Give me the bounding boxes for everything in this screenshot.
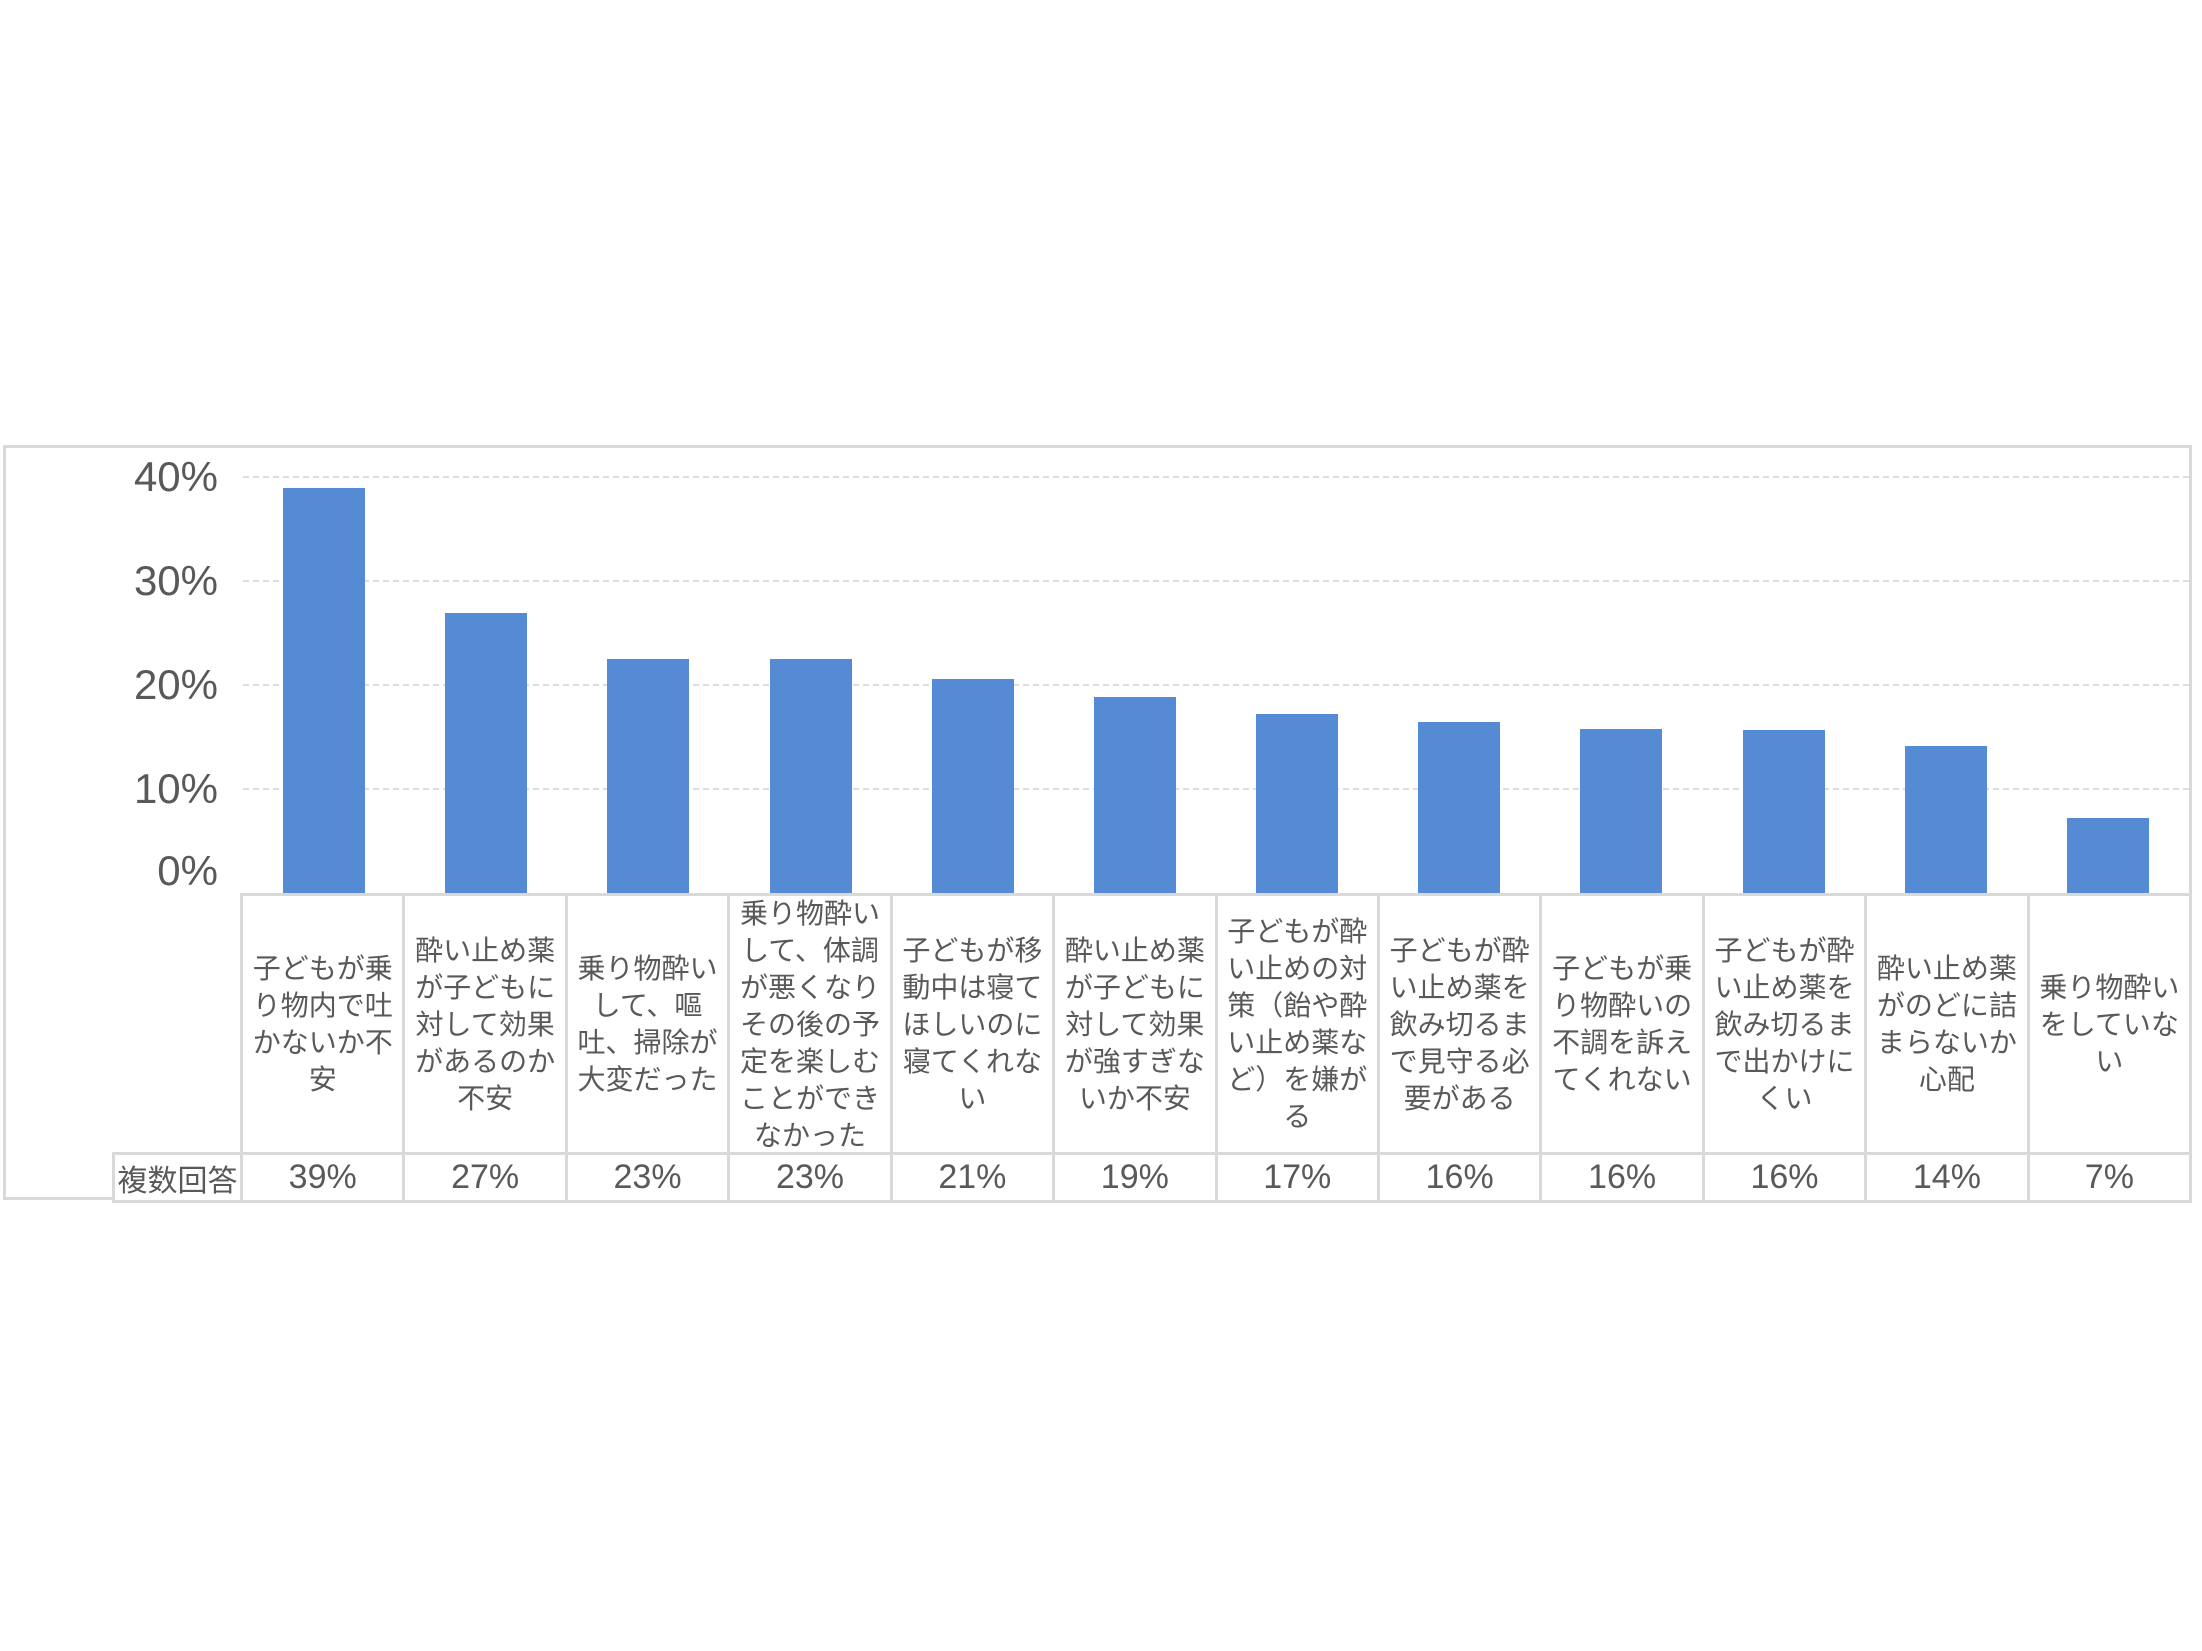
value-cell: 39% [240,1155,402,1200]
y-axis-tick-label: 40% [133,453,218,500]
y-axis-tick-label: 20% [133,661,218,708]
data-table-value-row: 複数回答 39% 27% 23% 23% 21% 19% 17% 16% 16% 16% 14% 7% [112,1152,2192,1203]
category-label-cell: 乗り物酔いして、体調が悪くなりその後の予定を楽しむことができなかった [727,896,889,1152]
bar [1904,746,1987,893]
category-label-cell: 子どもが移動中は寝てほしいのに寝てくれない [889,896,1052,1152]
category-label-cell: 乗り物酔いをしていない [2026,896,2189,1152]
category-label-cell: 子どもが酔い止め薬を飲み切るまで見守る必要がある [1376,896,1539,1152]
category-label-cell: 酔い止め薬がのどに詰まらないか心配 [1864,896,2026,1152]
bar [2066,818,2149,893]
gridline [243,476,2189,478]
category-label-cell: 子どもが酔い止め薬を飲み切るまで出かけにくい [1701,896,1864,1152]
bar [1256,714,1339,893]
category-label-cell: 酔い止め薬が子どもに対して効果があるのか不安 [402,896,564,1152]
gridline [243,684,2189,686]
category-label-cell: 乗り物酔いして、嘔吐、掃除が大変だった [564,896,727,1152]
bar [1093,697,1176,893]
value-cell: 23% [564,1155,727,1200]
category-label-cell: 子どもが乗り物内で吐かないか不安 [252,953,393,1095]
bar [769,659,852,893]
value-cell: 17% [1214,1155,1377,1200]
y-axis-tick-label: 30% [133,557,218,604]
value-cell: 21% [889,1155,1052,1200]
value-cell: 27% [402,1155,564,1200]
bar [607,659,690,893]
category-label-cell: 子どもが乗り物酔いの不調を訴えてくれない [1539,896,1701,1152]
value-cell: 16% [1701,1155,1864,1200]
bar [1742,729,1825,893]
category-label-cell: 酔い止め薬が子どもに対して効果が強すぎないか不安 [1052,896,1214,1152]
value-cell: 16% [1539,1155,1701,1200]
value-cell: 16% [1376,1155,1539,1200]
bar [931,678,1014,893]
bar [1580,728,1663,893]
value-cell: 14% [1864,1155,2026,1200]
category-label-row: 子どもが乗り物内で吐かないか不安 酔い止め薬が子どもに対して効果があるのか不安 乗り… [240,893,2192,1152]
gridline [243,788,2189,790]
bar [445,613,528,893]
y-axis-tick-label: 0% [157,847,218,894]
category-label-cell: 子どもが酔い止めの対策（飴や酔い止め薬など）を嫌がる [1214,896,1377,1152]
bar [283,488,366,893]
gridline [243,580,2189,582]
value-cell: 7% [2026,1155,2189,1200]
row-header-cell: 複数回答 [117,1164,238,1198]
bar [1418,722,1501,893]
value-cell: 23% [727,1155,889,1200]
y-axis-tick-label: 10% [133,765,218,812]
value-cell: 19% [1052,1155,1214,1200]
